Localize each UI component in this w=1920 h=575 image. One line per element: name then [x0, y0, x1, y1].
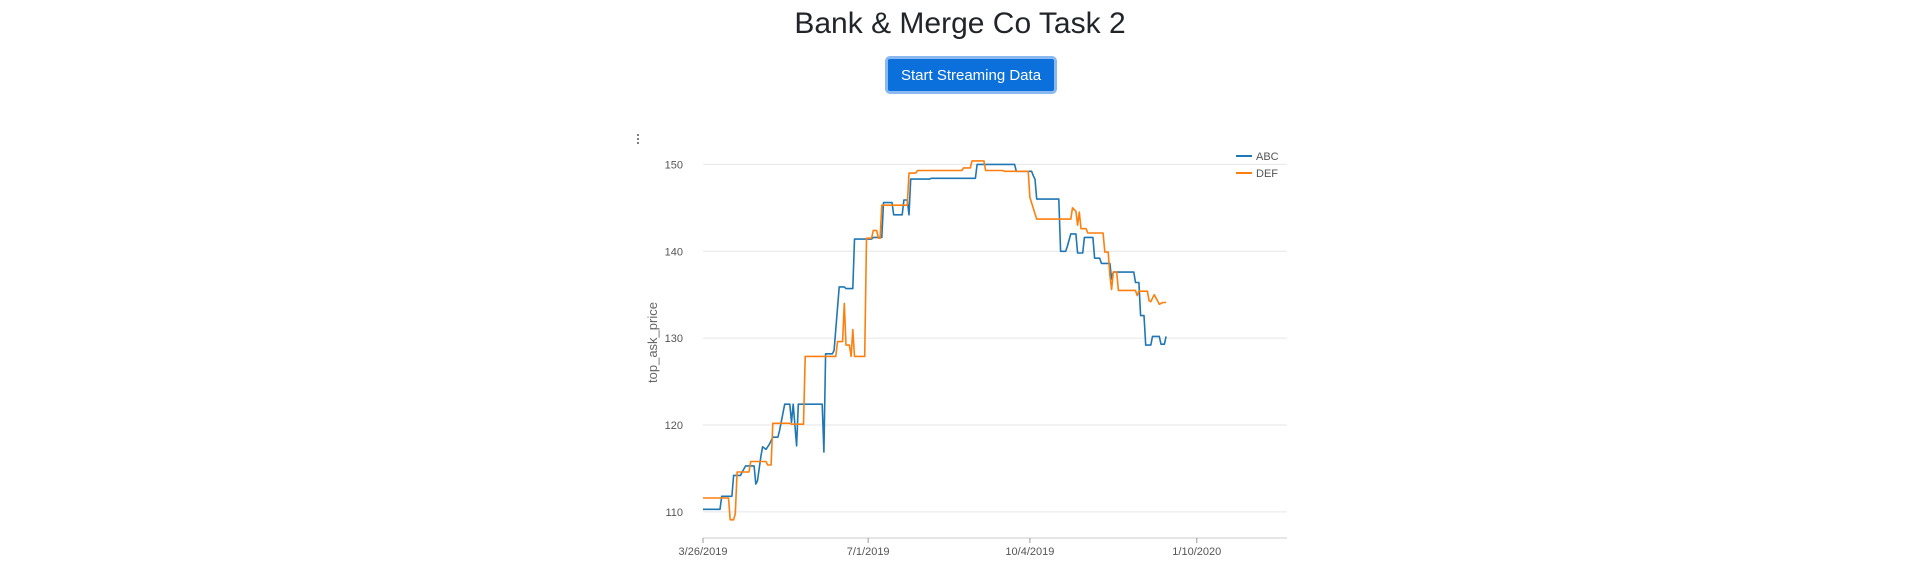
y-tick-label: 110: [665, 507, 683, 519]
x-tick-label: 7/1/2019: [847, 546, 890, 558]
legend-label-def: DEF: [1256, 168, 1278, 180]
x-tick-label: 10/4/2019: [1005, 546, 1054, 558]
x-tick-label: 1/10/2020: [1172, 546, 1221, 558]
legend-label-abc: ABC: [1256, 151, 1279, 163]
y-tick-label: 130: [665, 333, 683, 345]
y-tick-label: 150: [665, 159, 683, 171]
axes: 110 120 130 140 150 3/26/2019 7/1/2019 10/4/201…: [665, 159, 1287, 558]
y-tick-label: 140: [665, 246, 683, 258]
series-lines: [703, 160, 1167, 521]
y-axis-title: top_ask_price: [645, 302, 660, 383]
legend: ABC DEF: [1236, 151, 1279, 180]
x-tick-label: 3/26/2019: [679, 546, 728, 558]
series-line-def: [703, 160, 1167, 521]
start-streaming-button[interactable]: Start Streaming Data: [885, 56, 1057, 94]
series-line-abc: [703, 163, 1167, 511]
vertical-ellipsis-icon[interactable]: [633, 134, 643, 152]
grid-lines: [703, 163, 1287, 513]
page-title: Bank & Merge Co Task 2: [794, 7, 1126, 40]
y-tick-label: 120: [665, 420, 683, 432]
